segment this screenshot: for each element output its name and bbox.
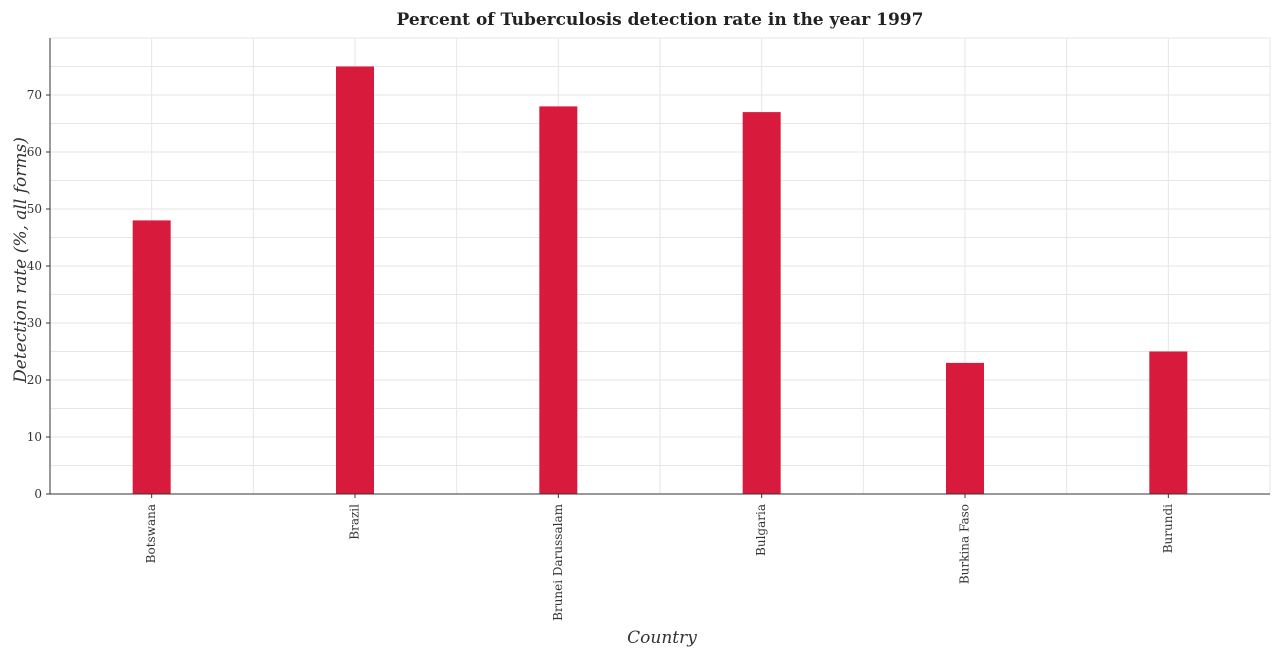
x-axis-ticks: Botswana Brazil Brunei Darussalam Bulgaria B… (144, 494, 1175, 621)
y-tick-label: 40 (27, 259, 42, 273)
chart-title: Percent of Tuberculosis detection rate i… (397, 10, 924, 30)
y-tick-label: 70 (27, 88, 42, 102)
bar (946, 362, 984, 494)
y-tick-label: 30 (27, 316, 42, 330)
x-tick-label: Burkina Faso (958, 504, 972, 584)
x-tick-label: Brunei Darussalam (551, 503, 565, 620)
y-tick-label: 20 (27, 373, 42, 387)
y-tick-label: 50 (27, 202, 42, 216)
x-tick-label: Botswana (144, 504, 158, 563)
x-tick-label: Burundi (1161, 504, 1175, 553)
bar (539, 106, 578, 495)
bar (742, 112, 781, 494)
y-axis-label: Detection rate (%, all forms) (11, 137, 31, 384)
x-tick-label: Brazil (348, 504, 362, 540)
y-tick-label: 60 (27, 145, 42, 159)
y-axis-ticks: 0 10 20 30 40 50 60 70 (27, 88, 50, 501)
y-tick-label: 0 (34, 487, 42, 501)
bars (132, 66, 1188, 495)
x-axis-label: Country (627, 628, 697, 648)
grid (49, 37, 1271, 495)
x-tick-label: Bulgaria (754, 504, 768, 556)
bar (336, 66, 374, 494)
y-tick-label: 10 (27, 430, 42, 444)
bar (1149, 351, 1188, 494)
bar (132, 220, 171, 494)
